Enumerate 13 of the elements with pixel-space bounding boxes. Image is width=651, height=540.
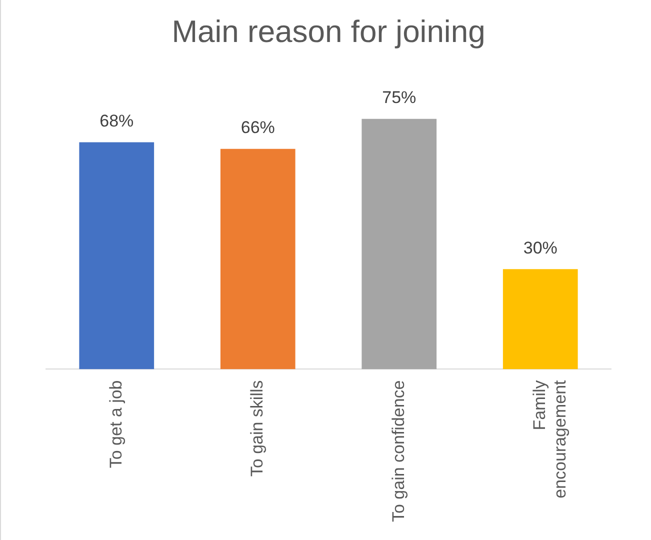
x-tick-label: To gain confidence (388, 380, 408, 522)
data-label: 30% (523, 238, 558, 258)
bar (79, 142, 154, 370)
x-tick-label: To gain skills (248, 380, 267, 477)
bar (362, 118, 437, 370)
bar (220, 148, 296, 370)
data-label: 75% (382, 88, 416, 108)
chart-title: Main reason for joining (172, 14, 486, 50)
data-label: 68% (100, 111, 134, 130)
data-label: 66% (240, 118, 275, 138)
bar (502, 269, 578, 370)
x-tick-label: Family encouragement (530, 380, 570, 498)
x-tick-label: To get a job (106, 380, 126, 468)
